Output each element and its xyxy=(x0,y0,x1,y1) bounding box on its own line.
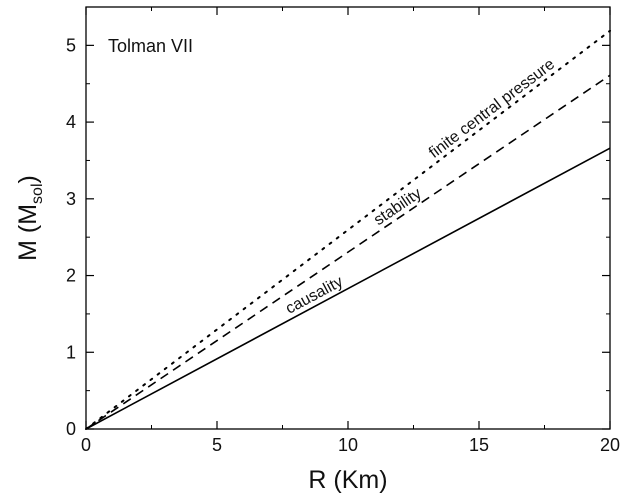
y-tick-label: 5 xyxy=(66,35,76,55)
panel-label: Tolman VII xyxy=(108,36,193,56)
series-line-solid xyxy=(85,147,611,430)
y-axis-title-close: ) xyxy=(14,175,42,183)
x-tick-label: 0 xyxy=(81,435,91,455)
x-tick-label: 5 xyxy=(212,435,222,455)
y-tick-label: 1 xyxy=(66,342,76,362)
x-tick-label: 15 xyxy=(469,435,489,455)
line-annotation: finite central pressure xyxy=(426,56,558,162)
x-tick-label: 20 xyxy=(600,435,620,455)
y-tick-label: 4 xyxy=(66,112,76,132)
y-axis-title-main: M (M xyxy=(14,204,42,261)
y-axis-title: M (Msol) xyxy=(14,175,46,261)
y-tick-label: 2 xyxy=(66,266,76,286)
x-tick-label: 10 xyxy=(338,435,358,455)
y-tick-label: 3 xyxy=(66,189,76,209)
series-line-dotted xyxy=(85,29,611,430)
axis-tick-labels: 0 5 10 15 20 0 1 2 3 4 5 xyxy=(66,35,620,455)
y-axis-title-subscript: sol xyxy=(29,183,46,203)
line-annotations: finite central pressurestabilitycausalit… xyxy=(283,56,558,318)
series-line-dashed xyxy=(85,74,611,430)
y-tick-label: 0 xyxy=(66,419,76,439)
series-lines xyxy=(85,29,611,430)
x-axis-title: R (Km) xyxy=(308,466,387,494)
axis-ticks xyxy=(85,7,611,430)
line-annotation: stability xyxy=(371,185,425,229)
